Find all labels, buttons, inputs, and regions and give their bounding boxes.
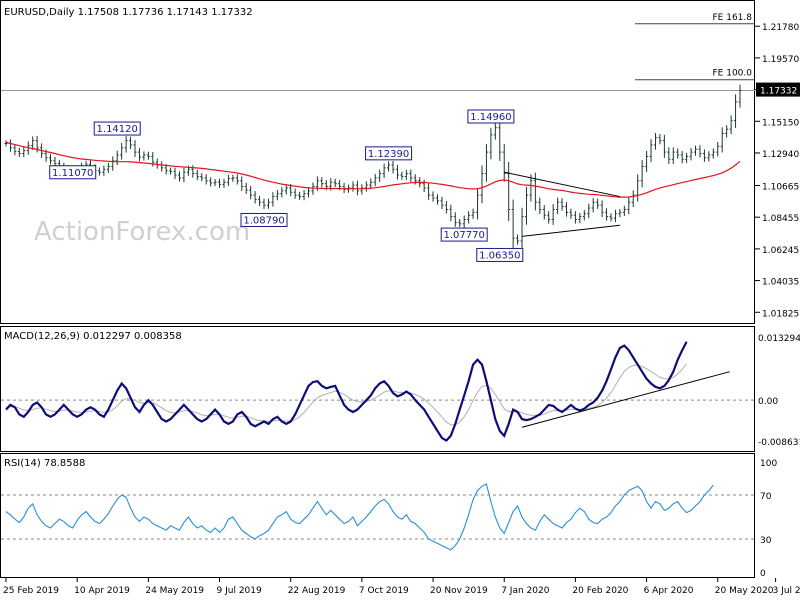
- x-tick-label: 24 May 2019: [145, 586, 204, 596]
- price-annotation-box: [476, 247, 524, 262]
- price-annotation-box: [240, 212, 288, 227]
- x-tick-label: 7 Oct 2019: [359, 586, 409, 596]
- price-y-tick-label: 1.19570: [762, 55, 799, 65]
- macd-y-tick-label: -0.008631: [758, 438, 800, 448]
- price-annotation-label: 1.08790: [243, 215, 284, 226]
- last-price-box: [756, 82, 800, 97]
- macd-y-tick-label: 0.013294: [758, 334, 800, 344]
- macd-layer: 0.013294 0.00 -0.008631: [1, 334, 800, 448]
- rsi-y-tick-label: 100: [760, 459, 777, 469]
- x-tick-label: 10 Apr 2019: [74, 586, 130, 596]
- x-tick-label: 20 May 2020: [715, 586, 774, 596]
- x-tick-label: 22 Aug 2019: [288, 586, 346, 596]
- price-annotation-label: 1.14960: [470, 112, 511, 123]
- triangle-upper-line: [504, 171, 620, 198]
- watermark: ActionForex.com: [34, 217, 250, 247]
- price-annotation-box: [440, 227, 488, 242]
- price-y-tick-label: 1.15150: [762, 118, 799, 128]
- price-y-tick-label: 1.01825: [762, 309, 799, 319]
- price-y-tick-label: 1.12940: [762, 150, 799, 160]
- price-y-tick-label: 1.06245: [762, 246, 799, 256]
- macd-header: MACD(12,26,9) 0.012297 0.008358: [4, 331, 182, 342]
- moving-average-line: [5, 141, 741, 198]
- fib-level-label: FE 100.0: [713, 69, 753, 79]
- x-tick-label: 3 Jul 2020: [773, 586, 800, 596]
- rsi-line: [5, 483, 714, 551]
- price-annotation-label: 1.06350: [479, 250, 520, 261]
- price-header: EURUSD,Daily 1.17508 1.17736 1.17143 1.1…: [4, 7, 253, 18]
- x-tick-label: 25 Feb 2019: [3, 586, 59, 596]
- macd-trendline: [521, 371, 730, 428]
- rsi-header: RSI(14) 78.8588: [4, 458, 85, 469]
- x-tick-label: 6 Apr 2020: [644, 586, 694, 596]
- rsi-layer: 100 70 30 0: [1, 459, 777, 579]
- price-y-tick-label: 1.04035: [762, 278, 799, 288]
- price-annotation-label: 1.12390: [368, 149, 409, 160]
- rsi-panel: [0, 453, 755, 578]
- last-price-label: 1.17332: [760, 87, 797, 97]
- price-y-tick-label: 1.21780: [762, 23, 799, 33]
- x-tick-label: 20 Nov 2019: [430, 586, 488, 596]
- price-annotation-box: [365, 146, 413, 161]
- price-annotation-label: 1.14120: [97, 124, 138, 135]
- macd-panel: [0, 326, 755, 452]
- price-y-tick-label: 1.08455: [762, 214, 799, 224]
- price-annotation-box: [49, 165, 97, 180]
- x-tick-label: 9 Jul 2019: [217, 586, 262, 596]
- macd-line: [5, 341, 688, 442]
- rsi-y-tick-label: 30: [760, 536, 772, 546]
- x-tick-label: 7 Jan 2020: [501, 586, 549, 596]
- rsi-y-tick-label: 70: [760, 492, 772, 502]
- fib-level-label: FE 161.8: [713, 13, 753, 23]
- x-tick-label: 20 Feb 2020: [572, 586, 628, 596]
- price-annotation-box: [467, 109, 515, 124]
- price-layer: 1.21780 1.19570 1.17332 1.15150 1.12940 1.106…: [1, 13, 800, 319]
- axis-layer: 25 Feb 2019 10 Apr 2019 24 May 2019 9 Jul 2…: [3, 578, 800, 596]
- price-y-tick-label: 1.10665: [762, 183, 799, 193]
- price-annotation-label: 1.11070: [52, 168, 93, 179]
- triangle-lower-line: [521, 224, 620, 237]
- price-annotation-box: [93, 121, 141, 136]
- rsi-y-tick-label: 0: [760, 569, 766, 579]
- macd-y-tick-label: 0.00: [758, 397, 778, 407]
- price-annotation-label: 1.07770: [444, 230, 485, 241]
- macd-signal-line: [5, 363, 687, 426]
